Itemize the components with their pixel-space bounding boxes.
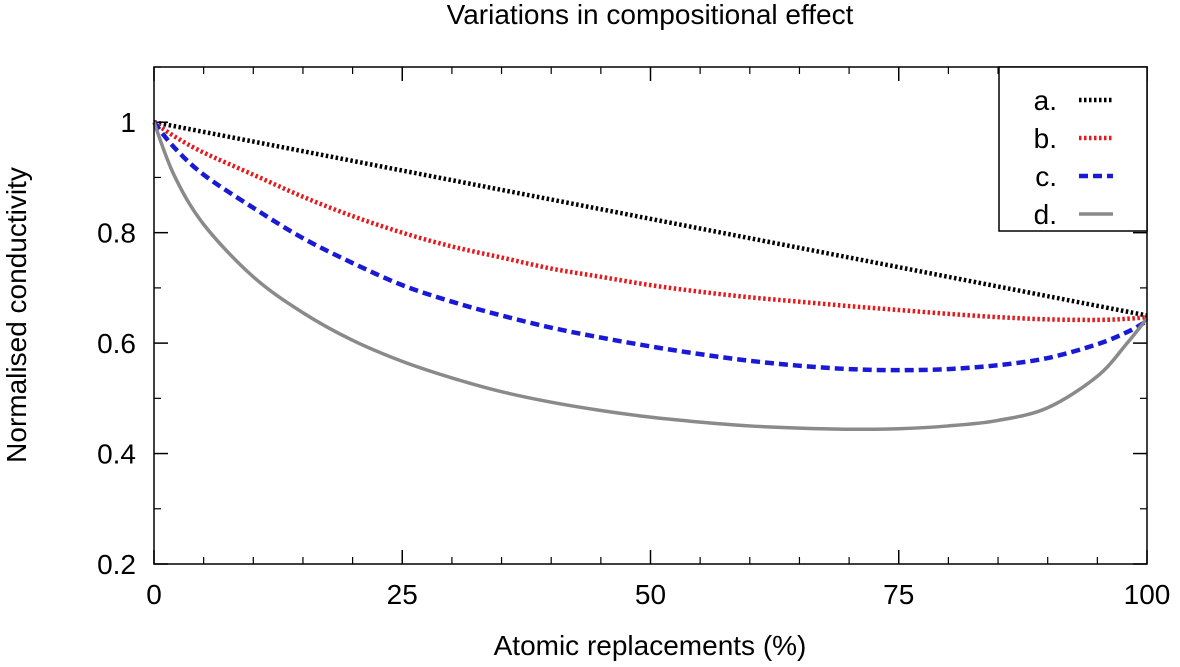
x-axis-title: Atomic replacements (%): [494, 630, 807, 661]
legend: a. b. c. d.: [998, 66, 1148, 232]
series-line-d: [152, 121, 1149, 432]
series-line-b: [152, 120, 1148, 323]
y-axis-title: Normalised conductivity: [1, 167, 32, 463]
y-tick-label: 0.6: [97, 328, 136, 359]
axis-ticks: 0 25 50 75 100 0.2 0.4 0.6 0.8 1: [97, 66, 1171, 610]
x-tick-label: 0: [146, 579, 162, 610]
series-layer: [152, 120, 1149, 432]
legend-label: c.: [1035, 161, 1057, 192]
legend-label: b.: [1034, 123, 1057, 154]
plot-area-frame: [153, 66, 1148, 565]
x-tick-label: 100: [1124, 579, 1171, 610]
y-tick-label: 0.4: [97, 439, 136, 470]
y-tick-label: 1: [120, 107, 136, 138]
legend-label: a.: [1034, 85, 1057, 116]
x-tick-label: 50: [635, 579, 666, 610]
series-line-c: [152, 120, 1149, 373]
legend-box: [998, 66, 1148, 232]
y-tick-label: 0.8: [97, 218, 136, 249]
series-line-a: [153, 120, 1148, 318]
y-tick-label: 0.2: [97, 549, 136, 580]
x-tick-label: 75: [883, 579, 914, 610]
legend-label: d.: [1034, 199, 1057, 230]
chart-title: Variations in compositional effect: [447, 0, 854, 30]
x-tick-label: 25: [387, 579, 418, 610]
